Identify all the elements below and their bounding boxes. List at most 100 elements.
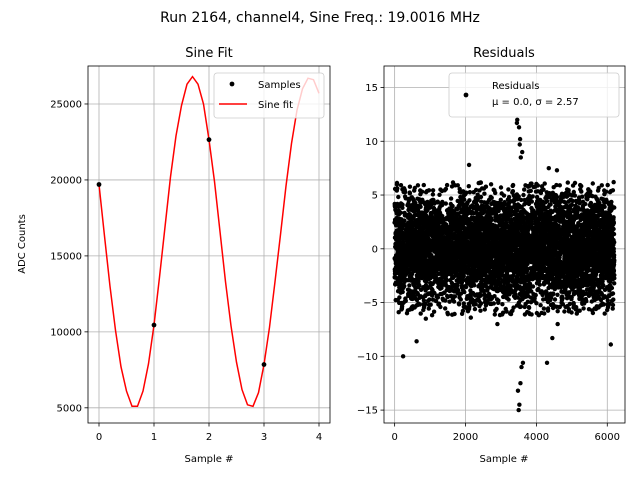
- residual-point: [449, 196, 453, 200]
- residual-point: [402, 218, 406, 222]
- residual-point: [420, 190, 424, 194]
- residual-point: [500, 302, 504, 306]
- residual-point: [566, 180, 570, 184]
- residual-point: [419, 311, 423, 315]
- residual-point: [472, 283, 476, 287]
- residual-point: [464, 285, 468, 289]
- figure-suptitle: Run 2164, channel4, Sine Freq.: 19.0016 …: [160, 10, 480, 26]
- y-tick-label: −5: [363, 298, 378, 309]
- residual-point: [437, 193, 441, 197]
- residual-point: [462, 198, 466, 202]
- residual-point: [445, 183, 449, 187]
- residual-point: [397, 295, 401, 299]
- y-tick-label: −15: [357, 406, 378, 417]
- residual-point: [530, 199, 534, 203]
- y-tick-label: 15: [365, 83, 378, 94]
- residual-point: [400, 203, 404, 207]
- residual-point: [483, 307, 487, 311]
- x-tick-label: 3: [261, 432, 267, 443]
- y-tick-label: 5000: [57, 403, 82, 414]
- x-tick-label: 2: [206, 432, 212, 443]
- residual-point: [482, 192, 486, 196]
- sine-fit-xlabel: Sample #: [184, 454, 233, 465]
- x-tick-label: 6000: [595, 432, 620, 443]
- residual-point: [427, 188, 431, 192]
- residual-point: [395, 181, 399, 185]
- y-tick-label: 10: [365, 137, 378, 148]
- residual-point: [467, 184, 471, 188]
- x-tick-label: 1: [151, 432, 157, 443]
- residual-point: [432, 310, 436, 314]
- sample-point: [97, 182, 102, 187]
- y-tick-label: 5: [372, 191, 378, 202]
- residual-point: [529, 312, 533, 316]
- residual-point: [452, 299, 456, 303]
- residual-point: [522, 187, 526, 191]
- sine-fit-legend: Samples Sine fit: [214, 73, 324, 118]
- residual-point: [542, 311, 546, 315]
- residual-point: [457, 302, 461, 306]
- residual-point: [499, 185, 503, 189]
- residual-point: [418, 205, 422, 209]
- sample-point: [152, 323, 157, 328]
- residual-point: [402, 284, 406, 288]
- residual-point: [534, 301, 538, 305]
- residual-point: [479, 181, 483, 185]
- residual-point: [489, 182, 493, 186]
- residual-point: [399, 183, 403, 187]
- residual-point: [404, 299, 408, 303]
- x-tick-label: 0: [96, 432, 102, 443]
- residual-point: [490, 217, 494, 221]
- residual-point: [551, 291, 555, 295]
- residual-point: [543, 181, 547, 185]
- residual-point: [534, 293, 538, 297]
- residual-point: [417, 283, 421, 287]
- residual-point: [444, 201, 448, 205]
- y-tick-label: 10000: [50, 327, 82, 338]
- legend-sine-fit-label: Sine fit: [258, 100, 293, 111]
- residual-point: [502, 193, 506, 197]
- x-tick-label: 4000: [524, 432, 549, 443]
- residual-point: [407, 283, 411, 287]
- residual-point: [462, 274, 466, 278]
- sine-fit-title: Sine Fit: [185, 46, 232, 61]
- residual-point: [506, 297, 510, 301]
- residual-point: [553, 297, 557, 301]
- residual-point: [542, 306, 546, 310]
- residual-point: [396, 195, 400, 199]
- residual-point: [561, 296, 565, 300]
- residual-point: [478, 309, 482, 313]
- residuals-title: Residuals: [473, 46, 535, 61]
- residual-point: [438, 305, 442, 309]
- residual-point: [492, 301, 496, 305]
- residual-point: [399, 211, 403, 215]
- residual-point: [562, 309, 566, 313]
- residual-point: [496, 298, 500, 302]
- residual-point: [450, 204, 454, 208]
- sample-point: [207, 137, 212, 142]
- residual-point: [479, 301, 483, 305]
- x-tick-label: 2000: [453, 432, 478, 443]
- residual-point: [490, 196, 494, 200]
- y-tick-label: 25000: [50, 99, 82, 110]
- residual-point: [499, 198, 503, 202]
- residual-point: [431, 188, 435, 192]
- residual-point: [521, 193, 525, 197]
- residual-point: [531, 284, 535, 288]
- residual-point: [548, 202, 552, 206]
- residual-point: [473, 307, 477, 311]
- residual-point: [467, 198, 471, 202]
- residual-point: [395, 186, 399, 190]
- residual-point: [538, 303, 542, 307]
- legend-samples-marker: [230, 82, 235, 87]
- residual-point: [479, 195, 483, 199]
- residual-point: [467, 304, 471, 308]
- residual-point: [545, 199, 549, 203]
- residual-point: [538, 283, 542, 287]
- residual-point: [431, 192, 435, 196]
- residual-point: [531, 194, 535, 198]
- y-tick-label: 20000: [50, 175, 82, 186]
